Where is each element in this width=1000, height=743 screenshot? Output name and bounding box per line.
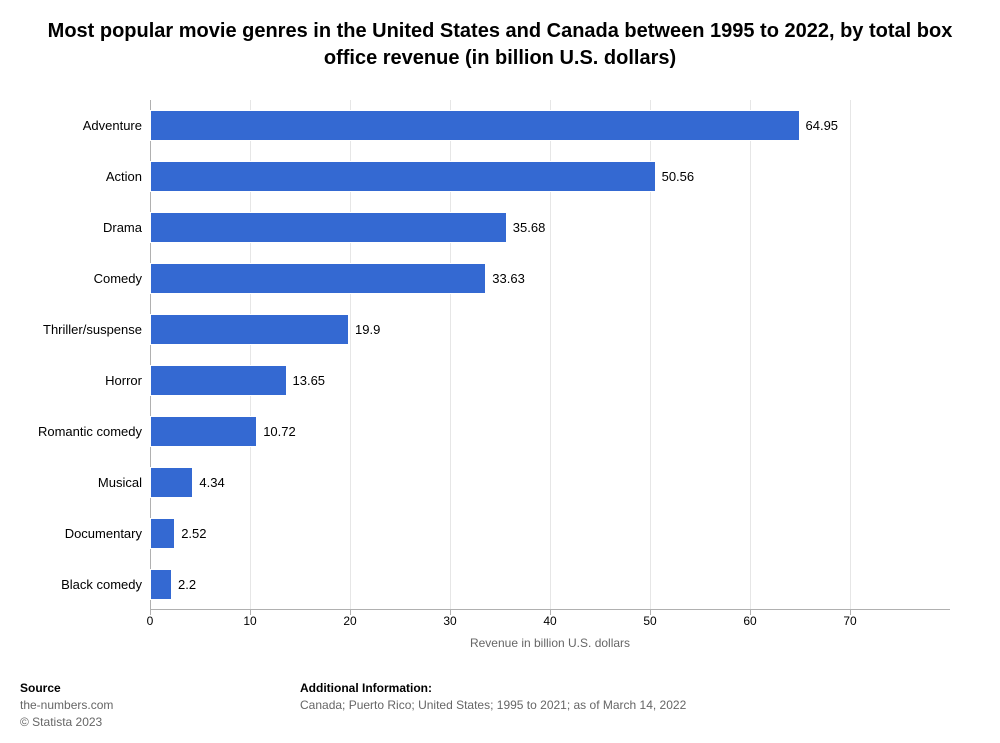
bar <box>150 314 349 346</box>
bar <box>150 212 507 244</box>
bar-row: 4.34 <box>150 467 950 499</box>
bar-row: 64.95 <box>150 110 950 142</box>
bar-row: 19.9 <box>150 314 950 346</box>
category-label: Action <box>106 169 142 184</box>
footer-source: Source the-numbers.com © Statista 2023 <box>20 681 300 731</box>
x-axis-label: Revenue in billion U.S. dollars <box>150 636 950 650</box>
category-label: Adventure <box>83 118 142 133</box>
bar-row: 33.63 <box>150 263 950 295</box>
bar <box>150 467 193 499</box>
bar-value-label: 35.68 <box>513 220 546 235</box>
bar-value-label: 50.56 <box>662 169 695 184</box>
plot-region: 64.95 50.56 35.68 33.63 19.9 13.65 10.72 4.34 2.… <box>150 100 950 610</box>
bar <box>150 569 172 601</box>
source-line2: © Statista 2023 <box>20 714 300 731</box>
x-tick-label: 50 <box>643 614 656 628</box>
bar-value-label: 2.2 <box>178 577 196 592</box>
bar <box>150 365 287 397</box>
footer: Source the-numbers.com © Statista 2023 A… <box>20 681 980 731</box>
bar-row: 10.72 <box>150 416 950 448</box>
category-label: Drama <box>103 220 142 235</box>
category-label: Horror <box>105 373 142 388</box>
x-tick-label: 70 <box>843 614 856 628</box>
bar-value-label: 10.72 <box>263 424 296 439</box>
category-label: Comedy <box>94 271 142 286</box>
bar-value-label: 13.65 <box>293 373 326 388</box>
bar <box>150 263 486 295</box>
bar-row: 35.68 <box>150 212 950 244</box>
category-label: Romantic comedy <box>38 424 142 439</box>
bar-value-label: 33.63 <box>492 271 525 286</box>
chart-title: Most popular movie genres in the United … <box>0 0 1000 82</box>
x-tick-label: 20 <box>343 614 356 628</box>
source-heading: Source <box>20 681 300 695</box>
bar <box>150 416 257 448</box>
source-line1: the-numbers.com <box>20 697 300 714</box>
bar-value-label: 19.9 <box>355 322 380 337</box>
x-tick-label: 40 <box>543 614 556 628</box>
category-label: Thriller/suspense <box>43 322 142 337</box>
footer-info: Additional Information: Canada; Puerto R… <box>300 681 980 731</box>
bar-row: 2.52 <box>150 518 950 550</box>
x-tick-label: 0 <box>147 614 154 628</box>
category-label: Black comedy <box>61 577 142 592</box>
bar <box>150 518 175 550</box>
category-label: Documentary <box>65 526 142 541</box>
bar-row: 13.65 <box>150 365 950 397</box>
bar-value-label: 4.34 <box>199 475 224 490</box>
bar <box>150 110 800 142</box>
x-tick-label: 10 <box>243 614 256 628</box>
chart-area: 64.95 50.56 35.68 33.63 19.9 13.65 10.72 4.34 2.… <box>150 100 950 640</box>
x-tick-label: 30 <box>443 614 456 628</box>
bar-row: 50.56 <box>150 161 950 193</box>
bar <box>150 161 656 193</box>
category-label: Musical <box>98 475 142 490</box>
bar-value-label: 64.95 <box>806 118 839 133</box>
info-line: Canada; Puerto Rico; United States; 1995… <box>300 697 980 714</box>
x-tick-label: 60 <box>743 614 756 628</box>
bar-value-label: 2.52 <box>181 526 206 541</box>
info-heading: Additional Information: <box>300 681 980 695</box>
bar-row: 2.2 <box>150 569 950 601</box>
